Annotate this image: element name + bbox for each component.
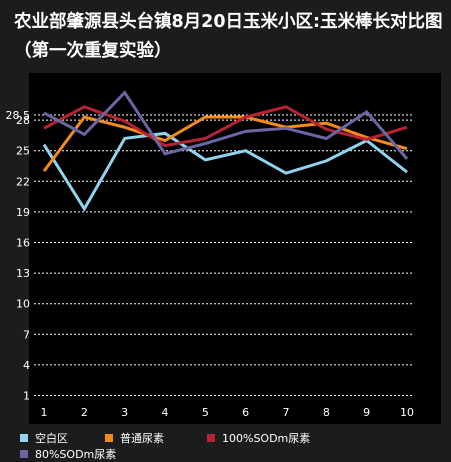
x-tick-label: 1	[41, 406, 48, 419]
y-tick-label: 28.5	[6, 109, 31, 122]
series-line-4	[43, 90, 409, 160]
x-tick-label: 5	[202, 406, 209, 419]
legend-swatch	[20, 434, 28, 442]
plot-area	[29, 73, 441, 424]
y-tick-label: 16	[16, 237, 30, 250]
legend-label: 普通尿素	[120, 432, 164, 445]
x-tick-label: 2	[81, 406, 88, 419]
x-tick-label: 9	[363, 406, 370, 419]
legend-swatch	[207, 434, 215, 442]
series-line-1	[42, 131, 408, 212]
legend-label: 空白区	[35, 432, 68, 445]
y-tick-label: 22	[16, 175, 30, 188]
y-tick-label: 13	[16, 267, 30, 280]
y-tick-label: 4	[23, 359, 30, 372]
legend-label: 100%SODm尿素	[222, 432, 311, 445]
x-tick-label: 4	[162, 406, 169, 419]
legend-item: 100%SODm尿素	[207, 430, 310, 446]
legend-item: 空白区	[20, 430, 68, 446]
y-tick-label: 7	[23, 328, 30, 341]
chart-title: 农业部肇源县头台镇8月20日玉米小区:玉米棒长对比图（第一次重复实验）	[14, 12, 443, 61]
legend-swatch	[20, 450, 28, 458]
y-tick-label: 1	[23, 390, 30, 403]
y-tick-label: 19	[16, 206, 30, 219]
y-tick-label: 25	[16, 145, 30, 158]
legend-label: 80%SODm尿素	[35, 448, 117, 461]
x-tick-label: 6	[242, 406, 249, 419]
x-tick-label: 7	[283, 406, 290, 419]
legend-item: 普通尿素	[105, 430, 164, 446]
series-line-2	[42, 115, 408, 172]
y-tick-label: 28	[16, 114, 30, 127]
x-tick-label: 8	[323, 406, 330, 419]
legend-item: 80%SODm尿素	[20, 446, 116, 462]
legend-swatch	[105, 434, 113, 442]
x-tick-label: 10	[400, 406, 414, 419]
x-tick-label: 3	[121, 406, 128, 419]
y-tick-label: 10	[16, 298, 30, 311]
